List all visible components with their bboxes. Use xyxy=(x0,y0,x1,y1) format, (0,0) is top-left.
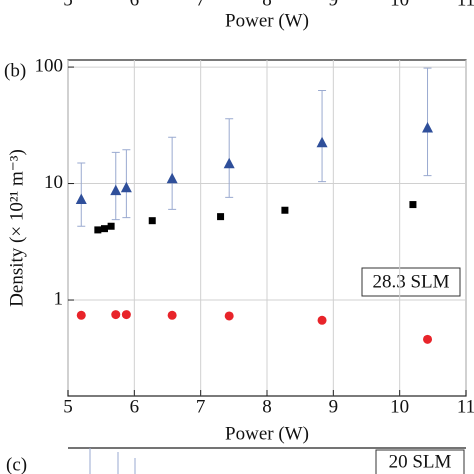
x-tick-label: 5 xyxy=(63,396,73,417)
top-x-label: Power (W) xyxy=(225,10,309,31)
circle-point xyxy=(111,310,121,320)
y-tick-label: 10 xyxy=(44,172,63,193)
top-x-tick-label: 11 xyxy=(457,0,474,10)
bottom-annotation-box xyxy=(375,449,465,474)
top-x-tick-label: 6 xyxy=(130,0,140,10)
square-point xyxy=(281,206,289,214)
bottom-annotation: 20 SLM xyxy=(389,451,452,472)
x-tick-label: 9 xyxy=(329,396,339,417)
top-x-tick-label: 7 xyxy=(196,0,206,10)
y-tick-label: 100 xyxy=(35,55,64,76)
x-axis-label: Power (W) xyxy=(225,423,309,444)
x-tick-label: 8 xyxy=(262,396,272,417)
square-point xyxy=(107,222,115,230)
error-bar xyxy=(423,67,432,177)
circle-point xyxy=(224,311,234,321)
top-x-tick-label: 5 xyxy=(63,0,73,10)
circle-point xyxy=(121,310,131,320)
triangle-point xyxy=(120,181,132,193)
square-point xyxy=(217,213,225,221)
circle-point xyxy=(317,315,327,325)
circle-point xyxy=(423,334,433,344)
y-tick-label: 1 xyxy=(54,288,64,309)
top-x-tick-label: 9 xyxy=(329,0,339,10)
circle-point xyxy=(167,310,177,320)
top-x-tick-label: 10 xyxy=(390,0,409,10)
triangle-point xyxy=(110,184,122,196)
panel-label: (b) xyxy=(4,60,26,81)
square-point xyxy=(409,201,417,209)
circle-point xyxy=(76,310,86,320)
x-tick-label: 11 xyxy=(457,396,474,417)
triangle-point xyxy=(422,121,434,133)
triangle-point xyxy=(166,172,178,184)
triangle-point xyxy=(316,136,328,148)
x-tick-label: 6 xyxy=(130,396,140,417)
square-point xyxy=(148,217,156,225)
error-bar xyxy=(318,89,327,183)
x-tick-label: 10 xyxy=(390,396,409,417)
bottom-panel-label: (c) xyxy=(6,454,27,474)
square-point xyxy=(100,225,108,233)
square-point xyxy=(94,226,102,234)
triangle-point xyxy=(75,193,87,204)
x-tick-label: 7 xyxy=(196,396,206,417)
annotation-box xyxy=(361,267,461,297)
y-axis-label: Density (× 10²¹ m⁻³) xyxy=(6,149,27,307)
annotation: 28.3 SLM xyxy=(372,271,449,292)
triangle-point xyxy=(223,157,235,169)
top-x-tick-label: 8 xyxy=(262,0,272,10)
